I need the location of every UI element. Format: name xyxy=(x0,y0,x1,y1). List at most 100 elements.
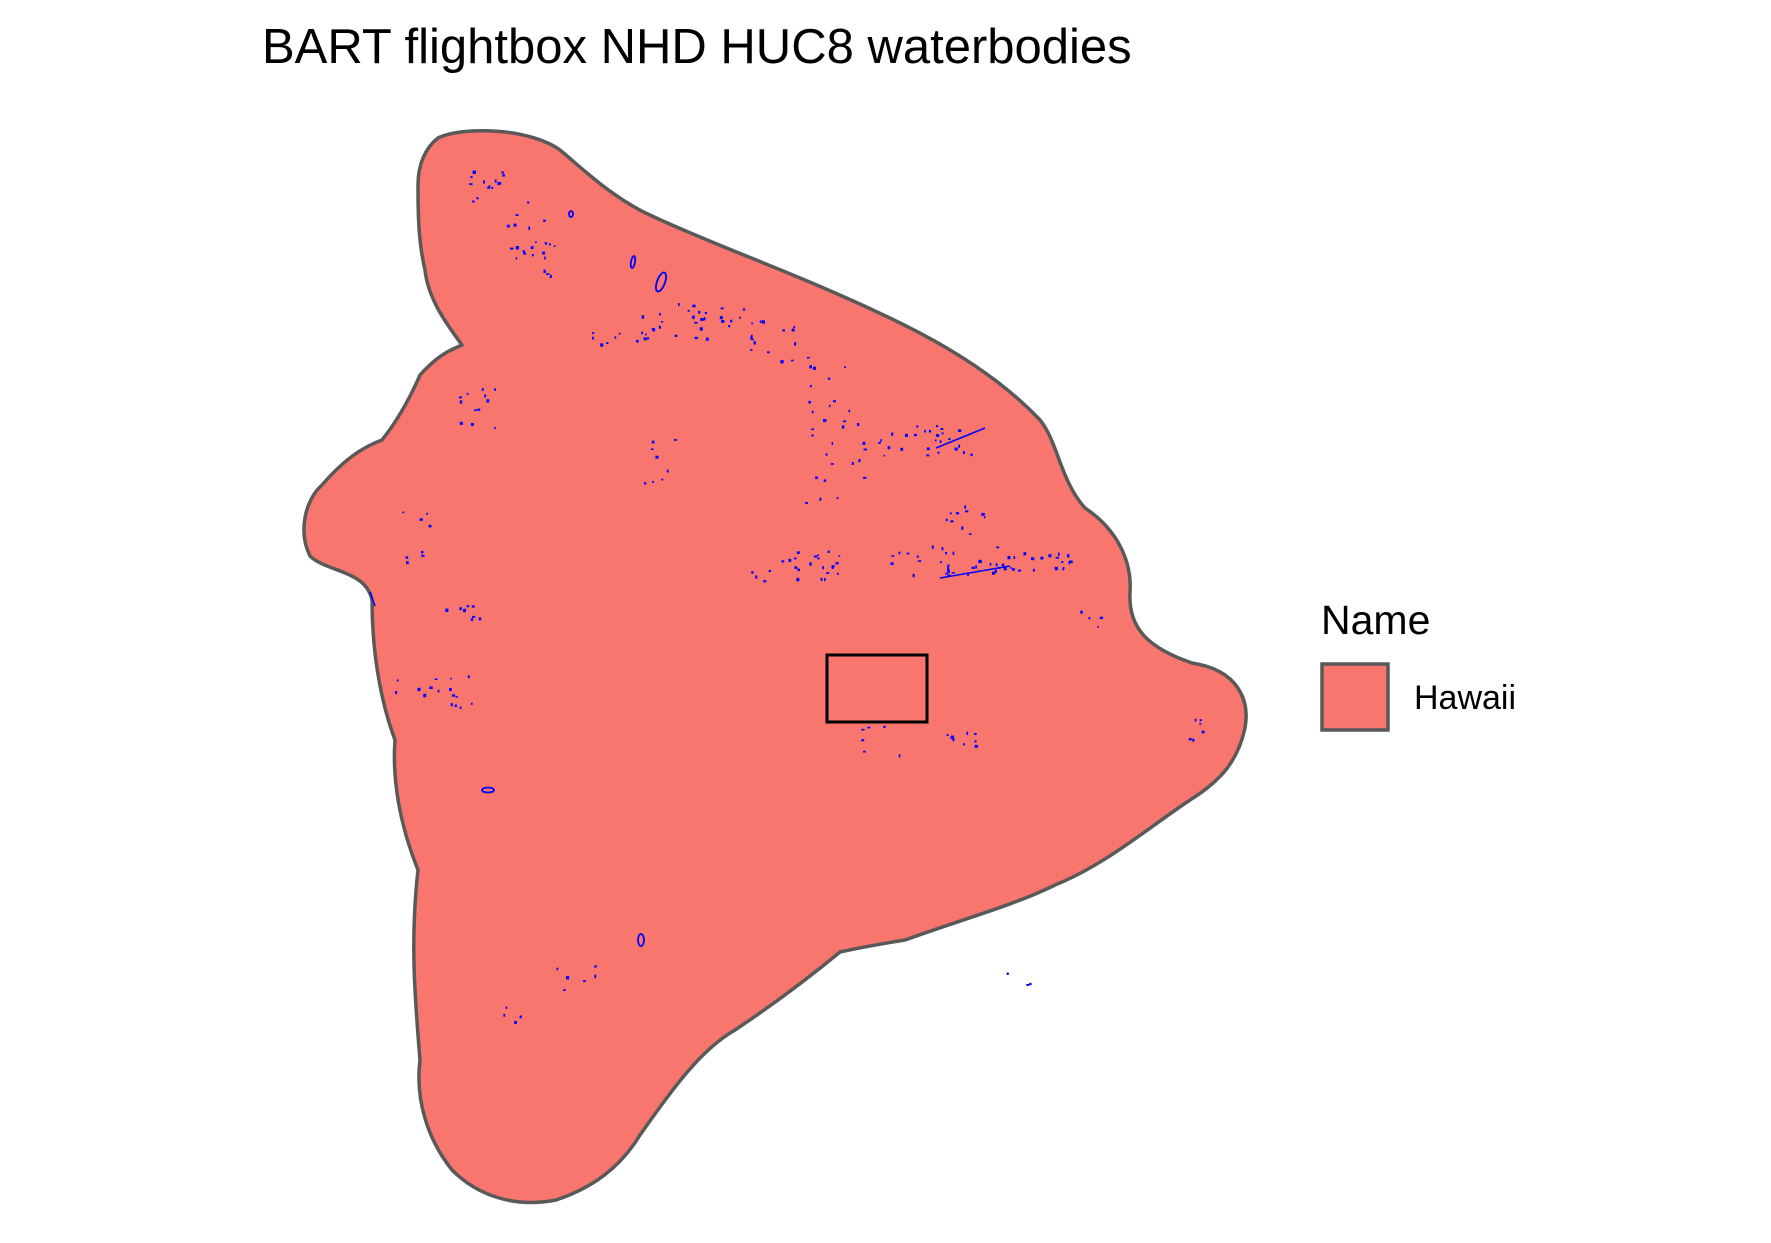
waterbody-mark xyxy=(470,702,473,705)
waterbody-mark xyxy=(782,329,785,332)
waterbody-mark xyxy=(831,441,834,445)
waterbody-mark xyxy=(946,734,949,736)
waterbody-mark xyxy=(1062,567,1065,570)
waterbody-mark xyxy=(1026,984,1030,986)
waterbody-mark xyxy=(405,556,409,559)
waterbody-mark xyxy=(454,704,457,707)
waterbody-mark xyxy=(542,251,546,255)
waterbody-mark xyxy=(796,551,800,554)
waterbody-outline xyxy=(935,427,986,449)
waterbody-mark xyxy=(1032,568,1035,572)
waterbody-mark xyxy=(891,555,895,557)
waterbody-mark xyxy=(1188,738,1192,741)
waterbody-mark xyxy=(514,1020,517,1024)
waterbody-mark xyxy=(636,339,639,343)
waterbody-mark xyxy=(1009,567,1012,569)
waterbody-mark xyxy=(780,360,784,364)
waterbody-mark xyxy=(1061,561,1064,563)
waterbody-mark xyxy=(1002,564,1005,566)
waterbody-mark xyxy=(931,545,934,549)
waterbody-mark xyxy=(470,176,473,178)
waterbody-mark xyxy=(826,572,830,574)
waterbody-mark xyxy=(841,425,845,429)
waterbody-mark xyxy=(450,677,452,680)
waterbody-mark xyxy=(522,250,525,253)
waterbody-outline xyxy=(568,210,574,218)
waterbody-mark xyxy=(955,512,960,515)
waterbody-mark xyxy=(934,439,937,442)
waterbody-mark xyxy=(924,429,926,433)
waterbody-mark xyxy=(530,246,534,250)
waterbody-mark xyxy=(478,617,482,621)
legend-title: Name xyxy=(1321,597,1430,643)
waterbody-mark xyxy=(1058,552,1060,556)
legend: Name Hawaii xyxy=(1320,597,1516,732)
waterbody-mark xyxy=(406,561,409,565)
waterbody-mark xyxy=(791,328,795,332)
waterbody-mark xyxy=(947,574,951,577)
waterbody-mark xyxy=(945,572,948,575)
waterbody-mark xyxy=(880,439,882,442)
waterbody-mark xyxy=(515,214,519,216)
waterbody-mark xyxy=(678,303,680,306)
waterbody-mark xyxy=(450,703,453,707)
waterbody-mark xyxy=(838,555,841,557)
waterbody-mark xyxy=(817,557,820,560)
waterbody-mark xyxy=(791,359,794,362)
waterbody-mark xyxy=(641,315,645,319)
waterbody-mark xyxy=(494,427,497,429)
waterbody-mark xyxy=(483,180,485,184)
waterbody-mark xyxy=(945,518,948,522)
waterbody-mark xyxy=(472,615,476,618)
waterbody-mark xyxy=(815,476,818,480)
waterbody-mark xyxy=(950,520,954,523)
waterbody-mark xyxy=(935,434,940,437)
waterbody-mark xyxy=(477,408,481,411)
waterbody-mark xyxy=(750,349,753,351)
waterbody-mark xyxy=(928,430,931,433)
waterbody-mark xyxy=(751,571,754,574)
map-title: BART flightbox NHD HUC8 waterbodies xyxy=(262,20,1132,74)
waterbody-mark xyxy=(974,744,978,748)
waterbody-mark xyxy=(646,337,650,340)
waterbody-mark xyxy=(600,343,604,347)
flightbox-rectangle xyxy=(825,653,929,724)
waterbody-mark xyxy=(900,447,904,451)
waterbody-mark xyxy=(606,342,609,344)
waterbody-mark xyxy=(954,447,958,451)
waterbody-outline xyxy=(637,933,645,947)
waterbody-mark xyxy=(503,1013,506,1017)
waterbody-mark xyxy=(965,510,969,513)
waterbody-mark xyxy=(419,518,423,521)
waterbody-mark xyxy=(645,333,647,336)
waterbody-mark xyxy=(476,197,479,200)
waterbody-mark xyxy=(694,336,698,340)
waterbody-mark xyxy=(1048,554,1052,558)
waterbody-mark xyxy=(659,312,661,316)
waterbody-mark xyxy=(566,975,570,980)
waterbody-mark xyxy=(751,322,753,325)
waterbody-mark xyxy=(417,687,421,692)
waterbody-mark xyxy=(827,550,830,553)
waterbody-mark xyxy=(546,273,550,275)
waterbody-mark xyxy=(470,423,474,426)
waterbody-mark xyxy=(692,315,695,319)
waterbody-mark xyxy=(1194,718,1197,722)
waterbody-mark xyxy=(797,568,800,572)
waterbody-mark xyxy=(1192,738,1195,742)
waterbody-mark xyxy=(515,246,519,250)
waterbody-mark xyxy=(396,679,399,682)
legend-key-hawaii xyxy=(1320,662,1390,732)
waterbody-mark xyxy=(661,321,664,323)
waterbody-mark xyxy=(402,511,405,514)
waterbody-mark xyxy=(951,572,955,574)
waterbody-mark xyxy=(916,425,919,428)
waterbody-mark xyxy=(487,186,490,189)
waterbody-mark xyxy=(426,512,429,515)
waterbody-mark xyxy=(851,462,854,465)
waterbody-mark xyxy=(755,575,758,579)
waterbody-mark xyxy=(858,459,861,463)
waterbody-mark xyxy=(523,252,526,255)
waterbody-mark xyxy=(421,550,424,554)
waterbody-mark xyxy=(952,738,955,742)
